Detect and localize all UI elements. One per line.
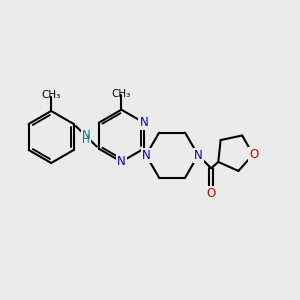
Text: N: N xyxy=(117,155,126,168)
Text: H: H xyxy=(82,135,90,145)
Text: N: N xyxy=(194,149,203,162)
Text: N: N xyxy=(82,129,91,142)
Text: O: O xyxy=(206,187,216,200)
Text: N: N xyxy=(142,149,151,162)
Text: N: N xyxy=(140,116,148,129)
Text: O: O xyxy=(249,148,258,161)
Text: CH₃: CH₃ xyxy=(41,90,61,100)
Text: CH₃: CH₃ xyxy=(112,89,131,99)
